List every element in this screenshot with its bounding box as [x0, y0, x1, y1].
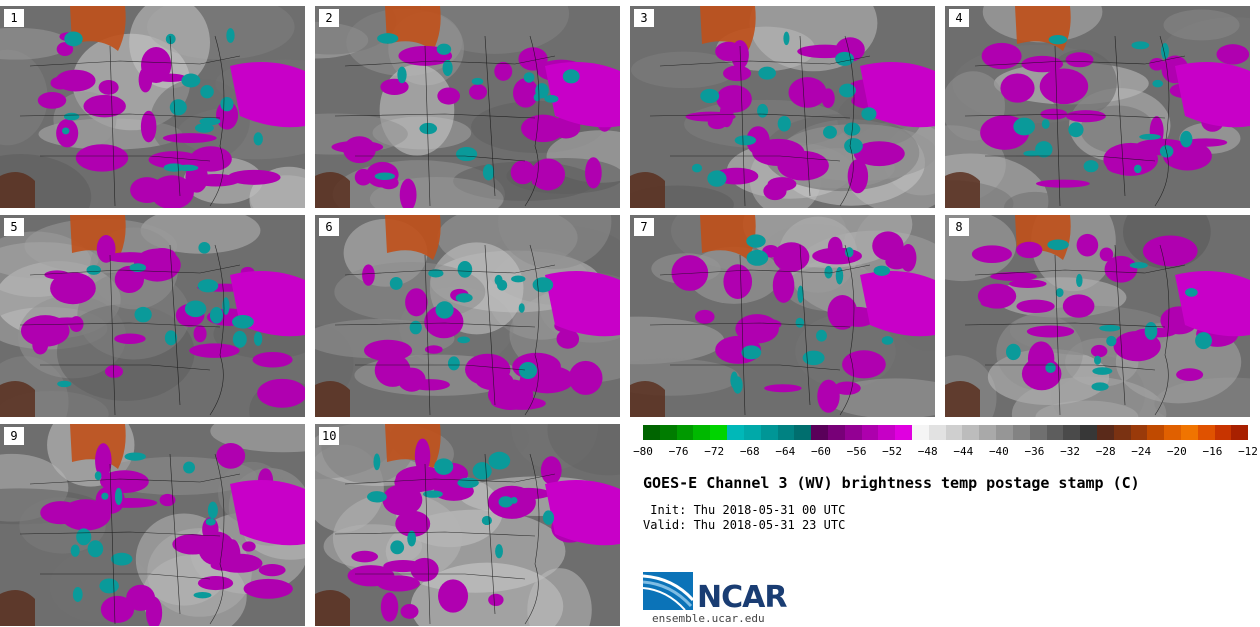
member-label: 1: [4, 9, 24, 27]
init-time: Init: Thu 2018-05-31 00 UTC: [643, 503, 846, 517]
colorbar-tick: −28: [1095, 445, 1116, 458]
colorbar-swatch: [1181, 425, 1198, 440]
ncar-wordmark: NCAR: [697, 580, 787, 615]
colorbar-tick: −12: [1238, 445, 1258, 458]
valid-time: Valid: Thu 2018-05-31 23 UTC: [643, 518, 846, 532]
colorbar-tick: −72: [704, 445, 725, 458]
colorbar-swatch: [1214, 425, 1232, 440]
map-panel-6: 6: [315, 215, 620, 417]
chart-title: GOES-E Channel 3 (WV) brightness temp po…: [643, 474, 1140, 492]
colorbar-tick: −52: [882, 445, 903, 458]
colorbar-swatch: [945, 425, 963, 440]
colorbar-swatch: [1231, 425, 1249, 440]
colorbar-swatch: [1197, 425, 1215, 440]
member-label: 7: [634, 218, 654, 236]
colorbar-swatch: [811, 425, 828, 440]
colorbar-swatch: [1080, 425, 1097, 440]
colorbar-tick: −40: [988, 445, 1009, 458]
colorbar-swatch: [1164, 425, 1181, 440]
colorbar-swatch: [643, 425, 660, 440]
member-label: 10: [319, 427, 340, 445]
colorbar-swatch: [1147, 425, 1165, 440]
colorbar-swatch: [979, 425, 997, 440]
colorbar: −80 −76 −72 −68 −64 −60 −56 −52 −48 −44 −40 −36 −32 −…: [633, 425, 1258, 460]
colorbar-tick: −60: [811, 445, 831, 458]
colorbar-tick: −48: [917, 445, 938, 458]
member-label: 6: [319, 218, 339, 236]
colorbar-swatch: [1029, 425, 1047, 440]
colorbar-swatch: [794, 425, 812, 440]
colorbar-swatch: [693, 425, 711, 440]
colorbar-tick: −32: [1060, 445, 1080, 458]
map-panel-9: 9: [0, 424, 305, 626]
colorbar-tick: −56: [846, 445, 867, 458]
colorbar-swatch: [777, 425, 795, 440]
colorbar-swatch: [878, 425, 896, 440]
colorbar-swatch: [827, 425, 845, 440]
colorbar-tick: −36: [1024, 445, 1045, 458]
map-panel-1: 1: [0, 6, 305, 208]
colorbar-swatch: [844, 425, 862, 440]
colorbar-tick: −16: [1202, 445, 1223, 458]
map-panel-5: 5: [0, 215, 305, 417]
colorbar-tick: −80: [633, 445, 653, 458]
colorbar-swatch: [710, 425, 728, 440]
colorbar-swatch: [676, 425, 694, 440]
colorbar-tick: −76: [668, 445, 689, 458]
member-label: 5: [4, 218, 24, 236]
colorbar-tick: −64: [775, 445, 796, 458]
site-url: ensemble.ucar.edu: [652, 612, 765, 625]
colorbar-swatch: [760, 425, 778, 440]
colorbar-swatch: [996, 425, 1013, 440]
colorbar-swatch: [1130, 425, 1148, 440]
member-label: 4: [949, 9, 969, 27]
map-panel-4: 4: [945, 6, 1250, 208]
colorbar-tick: −24: [1131, 445, 1152, 458]
map-panel-3: 3: [630, 6, 935, 208]
colorbar-swatch: [727, 425, 744, 440]
colorbar-tick: −68: [739, 445, 760, 458]
colorbar-swatch: [928, 425, 946, 440]
colorbar-swatch: [962, 425, 980, 440]
colorbar-swatch: [1096, 425, 1114, 440]
member-label: 8: [949, 218, 969, 236]
colorbar-swatch: [1063, 425, 1081, 440]
colorbar-swatches: [643, 425, 1249, 440]
member-label: 9: [4, 427, 24, 445]
colorbar-swatch: [1113, 425, 1131, 440]
ncar-logo: [642, 570, 695, 616]
colorbar-swatch: [861, 425, 879, 440]
colorbar-tick: −44: [953, 445, 974, 458]
map-panel-2: 2: [315, 6, 620, 208]
map-panel-7: 7: [630, 215, 935, 417]
colorbar-swatch: [743, 425, 761, 440]
colorbar-tick: −20: [1166, 445, 1187, 458]
colorbar-swatch: [1012, 425, 1030, 440]
member-label: 2: [319, 9, 339, 27]
colorbar-swatch: [1046, 425, 1064, 440]
map-panel-10: 10: [315, 424, 620, 626]
colorbar-swatch: [912, 425, 929, 440]
colorbar-swatch: [659, 425, 677, 440]
map-panel-8: 8: [945, 215, 1250, 417]
colorbar-swatch: [895, 425, 912, 440]
member-label: 3: [634, 9, 654, 27]
